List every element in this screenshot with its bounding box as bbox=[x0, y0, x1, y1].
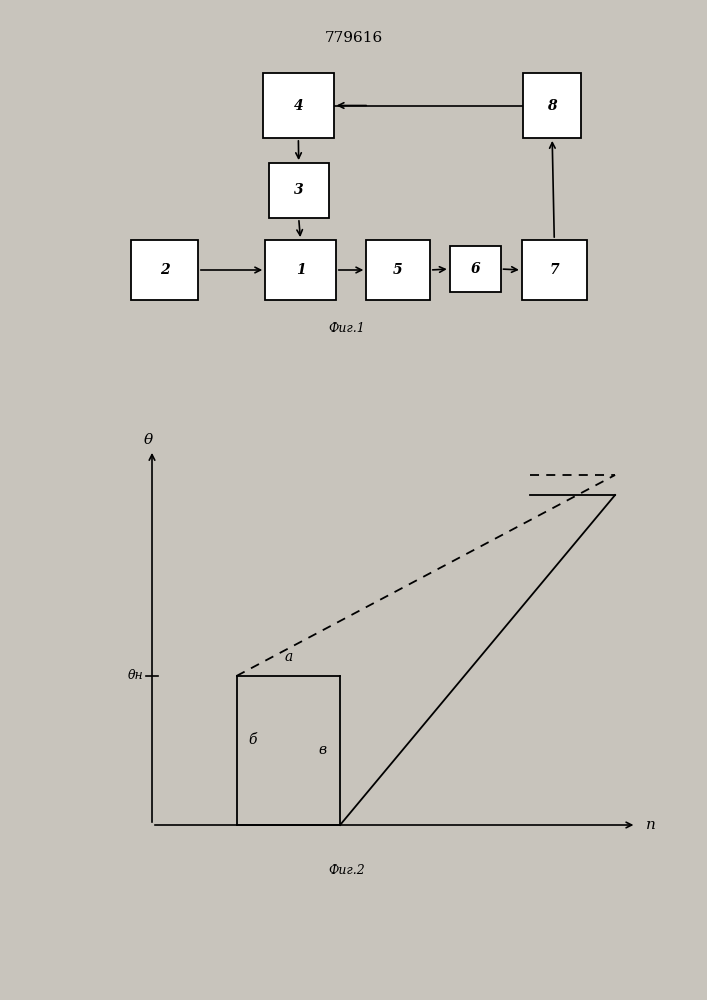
Bar bbox=[263, 73, 334, 138]
Text: Фиг.1: Фиг.1 bbox=[328, 322, 365, 334]
Text: 2: 2 bbox=[160, 263, 169, 277]
Text: 8: 8 bbox=[547, 99, 557, 112]
Text: 3: 3 bbox=[294, 184, 303, 198]
Bar bbox=[450, 246, 501, 292]
Text: Фиг.2: Фиг.2 bbox=[328, 863, 365, 876]
Text: θ: θ bbox=[144, 433, 153, 447]
Bar bbox=[523, 73, 581, 138]
Text: б: б bbox=[248, 733, 257, 747]
Text: 4: 4 bbox=[293, 99, 303, 112]
Text: 6: 6 bbox=[470, 262, 480, 276]
Bar bbox=[522, 240, 587, 300]
Text: 779616: 779616 bbox=[325, 31, 382, 45]
Text: 1: 1 bbox=[296, 263, 305, 277]
Text: 7: 7 bbox=[549, 263, 559, 277]
Bar bbox=[366, 240, 430, 300]
Text: θн: θн bbox=[128, 669, 144, 682]
Text: 5: 5 bbox=[393, 263, 403, 277]
Bar bbox=[265, 240, 336, 300]
Text: a: a bbox=[284, 650, 293, 664]
Bar bbox=[131, 240, 198, 300]
Bar bbox=[269, 163, 329, 218]
Text: в: в bbox=[318, 743, 327, 757]
Text: n: n bbox=[645, 818, 655, 832]
